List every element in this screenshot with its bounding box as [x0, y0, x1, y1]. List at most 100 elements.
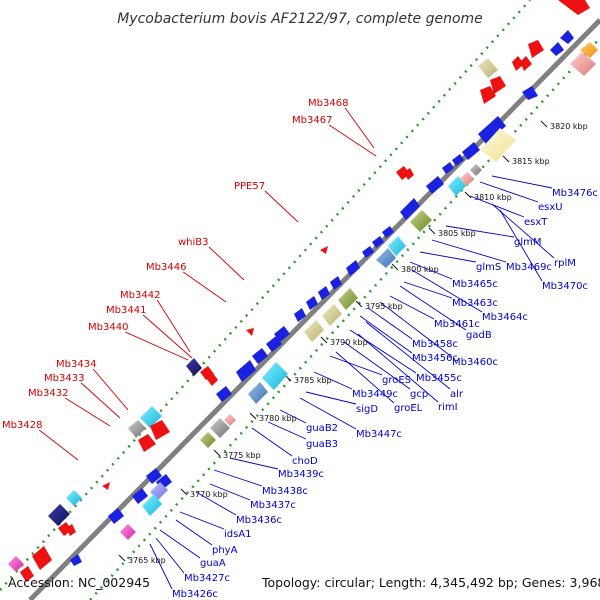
gene-arrow[interactable] [70, 554, 82, 566]
gene-arrow[interactable] [306, 296, 318, 310]
gene-label[interactable]: rimI [438, 402, 458, 413]
gene-label[interactable]: idsA1 [224, 529, 252, 540]
gene-arrow[interactable] [520, 56, 532, 71]
gene-box[interactable] [410, 210, 432, 232]
gene-arrow[interactable] [462, 142, 480, 160]
gene-box[interactable] [140, 406, 162, 428]
gene-box[interactable] [142, 494, 162, 516]
gene-arrow[interactable] [320, 246, 328, 254]
gene-arrow[interactable] [490, 76, 506, 94]
gene-arrow[interactable] [150, 420, 170, 440]
gene-arrow[interactable] [138, 434, 156, 452]
gene-box[interactable] [224, 414, 236, 426]
gene-arrow[interactable] [102, 482, 110, 490]
gene-box[interactable] [262, 362, 288, 390]
gene-label[interactable]: Mb3470c [542, 281, 588, 292]
gene-arrow[interactable] [480, 86, 496, 104]
gene-label[interactable]: Mb3469c [506, 262, 552, 273]
gene-label[interactable]: Mb3455c [416, 373, 462, 384]
gene-label[interactable]: Mb3449c [352, 389, 398, 400]
gene-arrow[interactable] [20, 566, 34, 582]
gene-arrow[interactable] [132, 488, 148, 504]
gene-arrow[interactable] [382, 226, 394, 238]
gene-arrow[interactable] [318, 286, 330, 300]
gene-arrow[interactable] [274, 326, 290, 342]
gene-arrow[interactable] [478, 116, 506, 144]
gene-arrow[interactable] [404, 168, 414, 180]
gene-label[interactable]: esxU [538, 202, 563, 213]
gene-label[interactable]: Mb3467 [292, 115, 332, 126]
gene-arrow[interactable] [372, 236, 384, 248]
gene-label[interactable]: guaA [200, 558, 226, 569]
gene-arrow[interactable] [512, 56, 524, 71]
gene-box[interactable] [200, 432, 216, 448]
gene-arrow[interactable] [330, 276, 342, 290]
gene-label[interactable]: Mb3441 [106, 305, 146, 316]
gene-arrow[interactable] [252, 348, 268, 364]
gene-label[interactable]: Mb3460c [452, 357, 498, 368]
gene-arrow[interactable] [442, 162, 454, 174]
gene-box[interactable] [128, 420, 146, 438]
gene-label[interactable]: glmS [476, 262, 501, 273]
gene-box[interactable] [376, 248, 396, 268]
gene-box[interactable] [210, 418, 230, 438]
gene-box[interactable] [470, 164, 482, 176]
gene-label[interactable]: Mb3434 [56, 359, 96, 370]
gene-label[interactable]: Mb3463c [452, 298, 498, 309]
gene-arrow[interactable] [32, 546, 52, 570]
gene-label[interactable]: choD [292, 456, 318, 467]
gene-label[interactable]: whiB3 [178, 237, 209, 248]
gene-arrow[interactable] [266, 336, 282, 352]
gene-arrow[interactable] [206, 372, 218, 386]
gene-label[interactable]: Mb3447c [356, 429, 402, 440]
gene-box[interactable] [120, 524, 136, 540]
gene-box[interactable] [66, 490, 82, 506]
gene-box[interactable] [570, 52, 596, 76]
gene-label[interactable]: Mb3433 [44, 373, 84, 384]
gene-label[interactable]: alr [450, 389, 464, 400]
gene-label[interactable]: sigD [356, 404, 378, 415]
gene-label[interactable]: Mb3426c [172, 589, 218, 600]
gene-label[interactable]: phyA [212, 545, 238, 556]
gene-label[interactable]: gcp [410, 389, 428, 400]
gene-box[interactable] [480, 128, 516, 162]
gene-arrow[interactable] [558, 0, 590, 15]
gene-label[interactable]: Mb3446 [146, 262, 186, 273]
gene-label[interactable]: Mb3468 [308, 98, 348, 109]
gene-label[interactable]: Mb3436c [236, 515, 282, 526]
gene-label[interactable]: Mb3439c [278, 469, 324, 480]
gene-label[interactable]: Mb3456c [412, 353, 458, 364]
gene-box[interactable] [580, 42, 598, 58]
gene-label[interactable]: Mb3464c [482, 312, 528, 323]
gene-box[interactable] [322, 304, 342, 326]
gene-label[interactable]: guaB2 [306, 423, 338, 434]
gene-label[interactable]: Mb3438c [262, 486, 308, 497]
gene-box[interactable] [460, 172, 474, 186]
gene-arrow[interactable] [550, 42, 564, 56]
gene-arrow[interactable] [146, 468, 162, 484]
gene-arrow[interactable] [236, 360, 256, 382]
gene-label[interactable]: glmM [514, 237, 542, 248]
gene-box[interactable] [338, 288, 358, 310]
gene-box[interactable] [478, 58, 498, 78]
gene-label[interactable]: Mb3428 [2, 420, 42, 431]
gene-label[interactable]: groEL [394, 403, 423, 414]
gene-arrow[interactable] [400, 198, 420, 220]
gene-arrow[interactable] [362, 246, 374, 258]
gene-label[interactable]: rplM [554, 258, 576, 269]
gene-arrow[interactable] [528, 40, 544, 58]
gene-arrow[interactable] [560, 30, 574, 44]
gene-box[interactable] [248, 382, 268, 404]
gene-arrow[interactable] [522, 86, 538, 100]
gene-arrow[interactable] [246, 328, 254, 336]
gene-arrow[interactable] [452, 154, 464, 166]
gene-label[interactable]: guaB3 [306, 439, 338, 450]
gene-label[interactable]: Mb3440 [88, 322, 128, 333]
gene-box[interactable] [8, 556, 24, 572]
gene-label[interactable]: Mb3432 [28, 388, 68, 399]
gene-label[interactable]: Mb3427c [184, 573, 230, 584]
gene-box[interactable] [448, 176, 466, 196]
gene-label[interactable]: Mb3465c [452, 279, 498, 290]
gene-arrow[interactable] [294, 308, 306, 322]
gene-box[interactable] [388, 236, 406, 256]
